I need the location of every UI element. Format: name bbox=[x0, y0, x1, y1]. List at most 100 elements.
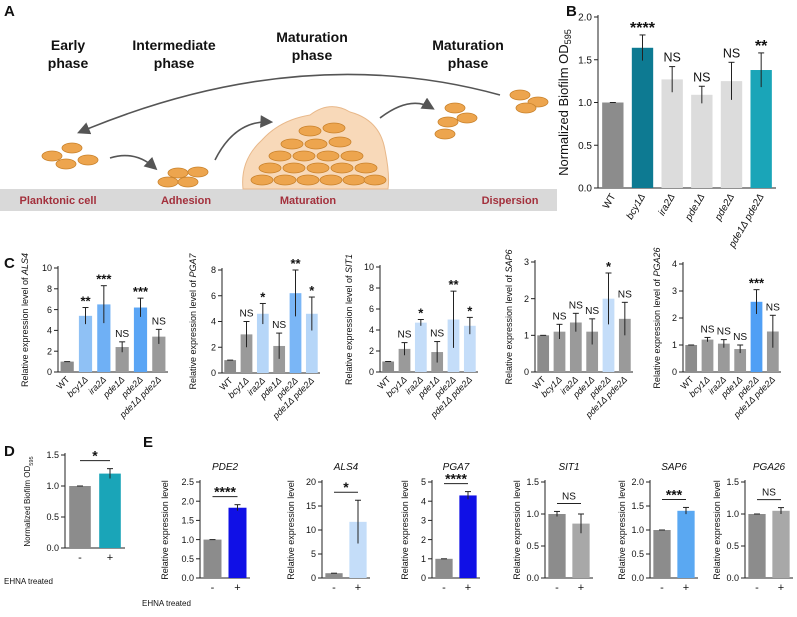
chart: C 0 2 4 6 8 10 Relative expression level of ALS… bbox=[4, 253, 168, 421]
error-bar bbox=[698, 85, 705, 104]
y-tick-label: 20 bbox=[306, 477, 316, 487]
y-tick-label: 10 bbox=[42, 263, 52, 273]
error-bar bbox=[578, 513, 584, 534]
y-axis-label: Relative expression level of SIT1 bbox=[344, 254, 354, 385]
error-bar bbox=[621, 301, 628, 336]
y-tick-label: 0.0 bbox=[578, 184, 592, 195]
y-axis-label: Relative expression level of ALS4 bbox=[20, 253, 30, 387]
x-tick-label: - bbox=[211, 582, 215, 594]
stage-title: phase bbox=[48, 55, 89, 71]
chart-title: PDE2 bbox=[212, 462, 239, 473]
error-bar bbox=[450, 290, 457, 348]
floor bbox=[0, 189, 557, 211]
significance: NS bbox=[115, 329, 129, 340]
dispersed-cells bbox=[434, 89, 549, 140]
y-tick-label: 2 bbox=[47, 346, 52, 356]
significance: NS bbox=[552, 311, 566, 322]
y-label-text: Relative expression level bbox=[286, 480, 296, 580]
error-bar bbox=[683, 506, 689, 515]
y-label-subscript: 595 bbox=[29, 456, 35, 465]
chart: 0 1 2 3 4 5 Relative expression level PGA7 - + ***… bbox=[400, 462, 480, 594]
y-tick-label: 4 bbox=[421, 496, 426, 506]
x-tick-label: + bbox=[355, 582, 361, 594]
y-axis-label: Relative expression level bbox=[160, 480, 170, 580]
significance: NS bbox=[717, 327, 731, 338]
x-tick-label: - bbox=[78, 552, 82, 564]
bar bbox=[720, 81, 743, 188]
significance: * bbox=[606, 259, 612, 274]
y-axis-label: Normalized Biofilm OD595 bbox=[23, 456, 35, 546]
y-tick-label: 1.0 bbox=[726, 509, 739, 519]
bar bbox=[398, 348, 411, 372]
significance: NS bbox=[239, 309, 253, 320]
error-bar bbox=[434, 341, 441, 363]
y-axis-label: Relative expression level of SAP6 bbox=[504, 249, 514, 384]
y-tick-label: 0.5 bbox=[578, 141, 592, 152]
significance: NS bbox=[723, 46, 740, 60]
y-axis-label: Normalized Biofilm OD595 bbox=[556, 29, 573, 176]
bar bbox=[734, 349, 747, 372]
error-bar bbox=[778, 507, 784, 514]
y-tick-label: 2 bbox=[369, 346, 374, 356]
floor-label: Adhesion bbox=[161, 195, 211, 207]
stage-title: phase bbox=[292, 47, 333, 63]
panel-label: E bbox=[143, 434, 153, 451]
y-tick-label: 8 bbox=[369, 283, 374, 293]
error-bar bbox=[276, 332, 283, 359]
bar bbox=[435, 558, 453, 578]
y-tick-label: 3 bbox=[672, 286, 677, 296]
bar bbox=[537, 335, 550, 372]
chart-title: SIT1 bbox=[558, 462, 579, 473]
bar bbox=[256, 313, 269, 373]
adhesion-cells bbox=[157, 166, 209, 188]
y-tick-label: 3 bbox=[421, 516, 426, 526]
stage-title: Maturation bbox=[276, 29, 348, 45]
significance: NS bbox=[618, 289, 632, 300]
significance: *** bbox=[666, 486, 683, 502]
y-tick-label: 0.0 bbox=[631, 573, 644, 583]
y-tick-label: 6 bbox=[47, 305, 52, 315]
y-label-text: Relative expression level of bbox=[20, 277, 30, 387]
error-bar bbox=[704, 336, 711, 342]
stage-title: phase bbox=[448, 55, 489, 71]
bar bbox=[228, 507, 247, 578]
chart-title: ALS4 bbox=[333, 462, 359, 473]
bar bbox=[701, 339, 714, 372]
floor-label: Planktonic cell bbox=[19, 195, 96, 207]
bar bbox=[586, 331, 599, 372]
error-bar bbox=[758, 52, 765, 88]
bar bbox=[224, 360, 237, 373]
y-tick-label: 8 bbox=[211, 265, 216, 275]
x-tick-label: + bbox=[683, 582, 689, 594]
error-bar bbox=[669, 66, 676, 93]
bar bbox=[382, 361, 395, 372]
significance: *** bbox=[749, 276, 765, 291]
bar bbox=[459, 495, 477, 578]
bar bbox=[548, 514, 566, 578]
y-tick-label: 10 bbox=[364, 262, 374, 272]
y-tick-label: 5 bbox=[311, 549, 316, 559]
y-tick-label: 1.5 bbox=[46, 450, 59, 460]
x-tick-label: bcy1Δ bbox=[65, 374, 90, 399]
x-axis-label: EHNA treated bbox=[142, 599, 191, 608]
y-label-gene: PGA7 bbox=[188, 252, 198, 277]
error-bar bbox=[737, 344, 744, 354]
y-tick-label: 4 bbox=[211, 317, 216, 327]
x-tick-label: - bbox=[442, 582, 446, 594]
error-bar bbox=[465, 491, 471, 500]
error-bar bbox=[466, 316, 473, 335]
y-tick-label: 0.5 bbox=[181, 554, 194, 564]
y-tick-label: 2.5 bbox=[181, 477, 194, 487]
y-tick-label: 1.0 bbox=[631, 525, 644, 535]
significance: NS bbox=[693, 70, 710, 84]
y-tick-label: 0.5 bbox=[46, 512, 59, 522]
error-bar bbox=[355, 499, 361, 544]
y-axis-label: Relative expression level bbox=[712, 480, 722, 580]
chart: D 0.0 0.5 1.0 1.5 Normalized Biofilm OD595 EHN… bbox=[4, 443, 125, 586]
bar bbox=[766, 331, 779, 372]
bar bbox=[305, 313, 318, 373]
significance: ** bbox=[755, 38, 768, 55]
y-tick-label: 0.0 bbox=[46, 543, 59, 553]
floor-label: Dispersion bbox=[482, 195, 539, 207]
significance: NS bbox=[762, 488, 776, 499]
